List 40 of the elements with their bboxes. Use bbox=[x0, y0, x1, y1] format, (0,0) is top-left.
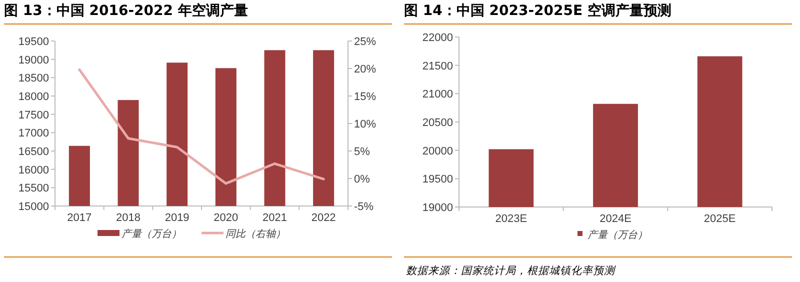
y2-tick-label: -5% bbox=[354, 201, 374, 213]
legend-label: 产量（万台） bbox=[122, 228, 182, 240]
y-tick-label: 21500 bbox=[422, 60, 453, 72]
y-tick-label: 16000 bbox=[18, 164, 49, 176]
y-tick-label: 17500 bbox=[18, 109, 49, 122]
x-tick-label: 2023E bbox=[495, 213, 528, 225]
y2-tick-label: 0% bbox=[354, 174, 370, 186]
legend-label: 同比（右轴） bbox=[226, 228, 286, 240]
x-tick-label: 2021 bbox=[262, 212, 287, 224]
source-note: 数据来源：国家统计局，根据城镇化率预测 bbox=[406, 265, 616, 277]
x-tick-label: 2022 bbox=[311, 212, 336, 224]
x-tick-label: 2020 bbox=[214, 212, 238, 224]
y-tick-label: 21000 bbox=[422, 88, 453, 101]
x-tick-label: 2024E bbox=[600, 213, 632, 225]
y-tick-label: 20500 bbox=[422, 117, 453, 129]
line-series bbox=[78, 68, 325, 185]
y-tick-label: 22000 bbox=[422, 32, 453, 44]
y2-tick-label: 5% bbox=[354, 146, 370, 158]
y2-tick-label: 25% bbox=[354, 36, 376, 48]
y-tick-label: 19500 bbox=[18, 36, 49, 48]
y-tick-label: 19000 bbox=[422, 202, 453, 214]
y2-tick-label: 20% bbox=[354, 64, 376, 76]
x-tick-label: 2018 bbox=[116, 212, 140, 224]
y-tick-label: 19000 bbox=[18, 54, 49, 66]
y-tick-label: 18000 bbox=[18, 91, 49, 103]
x-tick-label: 2025E bbox=[704, 213, 736, 225]
chart-title: 图 13：中国 2016-2022 年空调产量 bbox=[4, 2, 248, 19]
y-tick-label: 16500 bbox=[18, 146, 49, 158]
y-tick-label: 19500 bbox=[422, 174, 453, 186]
y-tick-label: 15500 bbox=[18, 182, 49, 195]
y-tick-label: 20000 bbox=[422, 145, 453, 158]
y-tick-label: 18500 bbox=[18, 72, 49, 85]
y-tick-label: 17000 bbox=[18, 128, 49, 140]
chart-title: 图 14：中国 2023-2025E 空调产量预测 bbox=[404, 2, 672, 19]
y2-tick-label: 15% bbox=[354, 91, 376, 103]
y2-tick-label: 10% bbox=[354, 118, 376, 130]
x-tick-label: 2019 bbox=[164, 212, 190, 224]
x-tick-label: 2017 bbox=[67, 212, 92, 224]
legend-label: 产量（万台） bbox=[588, 229, 648, 241]
y-tick-label: 15000 bbox=[18, 201, 49, 213]
